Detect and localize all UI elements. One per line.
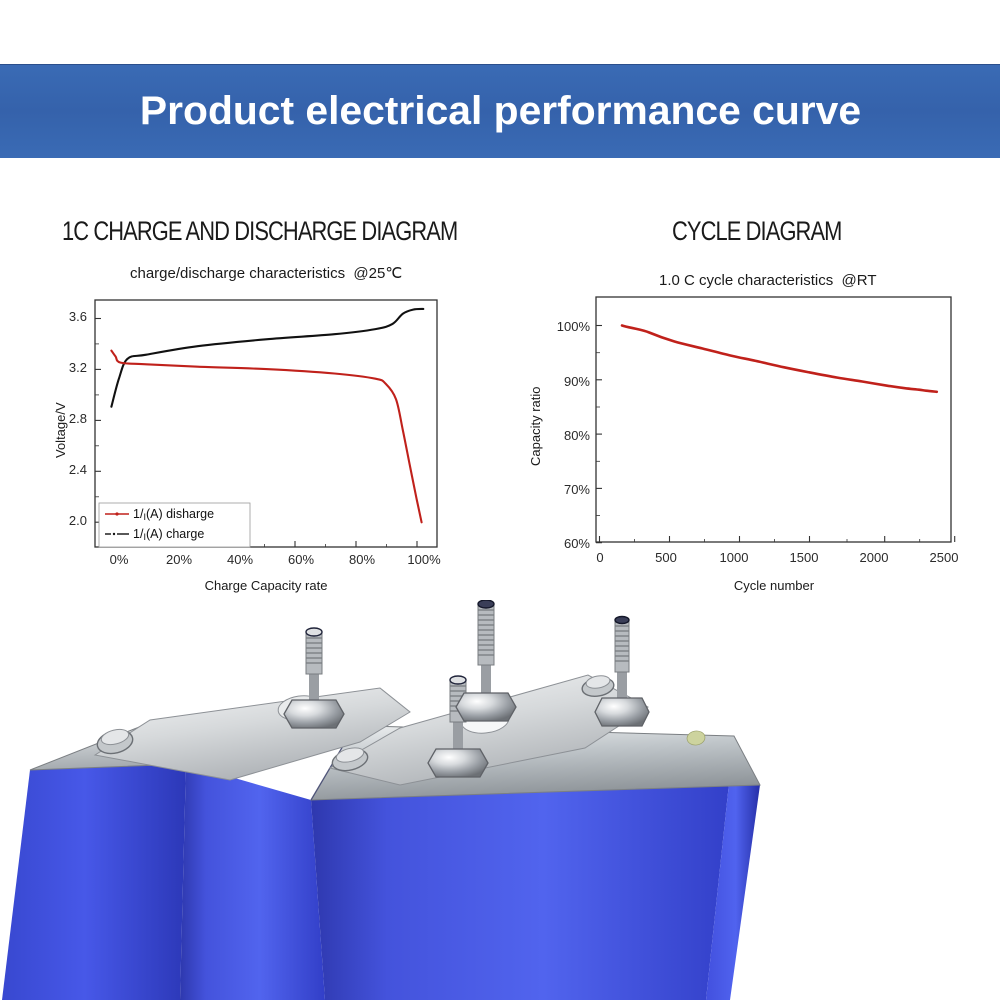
svg-text:1/I(A) disharge: 1/I(A) disharge <box>133 507 214 522</box>
